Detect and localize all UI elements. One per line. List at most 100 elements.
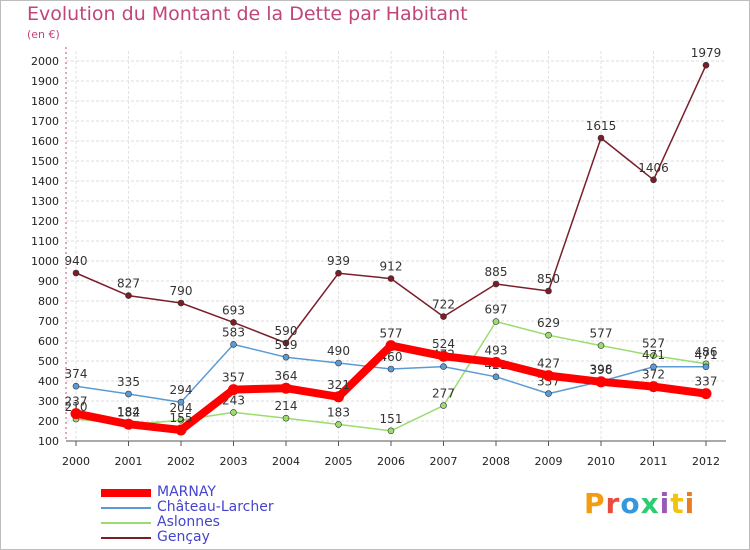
y-tick-label: 1700: [31, 115, 59, 128]
data-label-marnay: 396: [590, 363, 613, 377]
data-point-marnay: [333, 391, 344, 403]
x-tick-label: 2000: [62, 455, 90, 468]
data-label-marnay: 337: [695, 375, 718, 389]
data-label-chateau-larcher: 490: [327, 344, 350, 358]
data-point-marnay: [228, 384, 239, 396]
data-label-marnay: 493: [485, 343, 508, 357]
y-tick-label: 800: [38, 295, 59, 308]
data-point-marnay: [438, 350, 449, 362]
data-point-aslonnes: [387, 427, 395, 435]
y-tick-label: 1900: [31, 75, 59, 88]
data-point-chateau-larcher: [387, 365, 395, 373]
data-point-gencay: [492, 280, 500, 288]
data-point-chateau-larcher: [650, 363, 657, 371]
x-tick-label: 2006: [377, 455, 405, 468]
data-point-chateau-larcher: [335, 359, 342, 367]
data-point-marnay: [70, 408, 82, 420]
data-point-gencay: [282, 339, 290, 347]
data-point-marnay: [280, 382, 292, 394]
data-label-aslonnes: 629: [537, 316, 560, 330]
data-label-gencay: 940: [65, 254, 88, 268]
data-label-aslonnes: 182: [117, 406, 140, 420]
data-point-marnay: [385, 340, 397, 352]
y-tick-label: 1000: [31, 255, 59, 268]
x-tick-label: 2007: [430, 455, 458, 468]
data-label-aslonnes: 486: [695, 345, 718, 359]
data-point-aslonnes: [545, 331, 552, 339]
data-label-gencay: 590: [275, 324, 298, 338]
data-label-gencay: 1406: [638, 161, 669, 175]
data-label-marnay: 372: [642, 368, 665, 382]
x-tick-label: 2005: [325, 455, 353, 468]
data-label-gencay: 1979: [691, 46, 722, 60]
y-tick-label: 1300: [31, 195, 59, 208]
x-tick-label: 2003: [220, 455, 248, 468]
data-label-aslonnes: 151: [380, 412, 403, 426]
legend-label: Aslonnes: [157, 514, 220, 530]
legend-swatch: [101, 536, 151, 539]
x-tick-label: 2010: [587, 455, 615, 468]
x-tick-label: 2008: [482, 455, 510, 468]
y-tick-label: 300: [38, 395, 59, 408]
data-point-marnay: [490, 356, 502, 368]
legend-item-chateau-larcher: Château-Larcher: [101, 500, 274, 515]
data-label-chateau-larcher: 471: [642, 348, 665, 362]
data-point-aslonnes: [335, 421, 342, 428]
data-point-gencay: [702, 61, 710, 69]
data-point-marnay: [543, 370, 554, 382]
data-point-marnay: [700, 388, 712, 400]
data-label-marnay: 184: [117, 405, 140, 419]
x-tick-label: 2004: [272, 455, 300, 468]
data-point-gencay: [387, 275, 395, 282]
data-point-chateau-larcher: [702, 363, 710, 371]
data-label-gencay: 693: [222, 303, 245, 317]
chart-subtitle: (en €): [27, 28, 60, 41]
data-point-chateau-larcher: [72, 382, 80, 390]
data-label-gencay: 1615: [586, 119, 617, 133]
data-label-aslonnes: 277: [432, 387, 455, 401]
data-label-gencay: 827: [117, 277, 140, 291]
data-label-marnay: 577: [380, 327, 403, 341]
data-point-gencay: [597, 134, 605, 142]
data-point-marnay: [175, 424, 187, 436]
data-label-gencay: 912: [380, 260, 403, 274]
x-tick-label: 2009: [535, 455, 563, 468]
x-tick-label: 2011: [640, 455, 668, 468]
data-point-chateau-larcher: [125, 390, 132, 398]
data-label-marnay: 427: [537, 357, 560, 371]
data-label-aslonnes: 697: [485, 303, 508, 317]
data-point-chateau-larcher: [282, 353, 290, 361]
data-label-chateau-larcher: 398: [590, 362, 613, 376]
data-label-chateau-larcher: 294: [170, 383, 193, 397]
data-point-gencay: [72, 269, 80, 277]
y-tick-label: 1200: [31, 215, 59, 228]
legend-swatch: [101, 521, 151, 524]
data-point-aslonnes: [282, 414, 290, 422]
data-label-marnay: 237: [65, 395, 88, 409]
data-label-chateau-larcher: 335: [117, 375, 140, 389]
y-tick-label: 700: [38, 315, 59, 328]
data-label-aslonnes: 214: [275, 399, 298, 413]
data-label-gencay: 850: [537, 272, 560, 286]
data-point-chateau-larcher: [440, 363, 447, 370]
legend-item-aslonnes: Aslonnes: [101, 515, 274, 530]
data-point-aslonnes: [492, 318, 500, 325]
data-point-gencay: [650, 176, 657, 184]
data-label-marnay: 321: [327, 378, 350, 392]
data-point-chateau-larcher: [545, 390, 552, 397]
legend-label: Château-Larcher: [157, 499, 274, 515]
data-label-gencay: 722: [432, 298, 455, 312]
data-label-gencay: 885: [485, 265, 508, 279]
legend-item-gencay: Gençay: [101, 530, 274, 545]
data-label-aslonnes: 210: [65, 400, 88, 414]
data-point-aslonnes: [440, 402, 447, 409]
data-label-chateau-larcher: 519: [275, 338, 298, 352]
data-point-gencay: [125, 292, 132, 299]
x-tick-label: 2002: [167, 455, 195, 468]
data-label-marnay: 357: [222, 371, 245, 385]
y-tick-label: 1400: [31, 175, 59, 188]
y-tick-label: 1600: [31, 135, 59, 148]
y-tick-label: 600: [38, 335, 59, 348]
